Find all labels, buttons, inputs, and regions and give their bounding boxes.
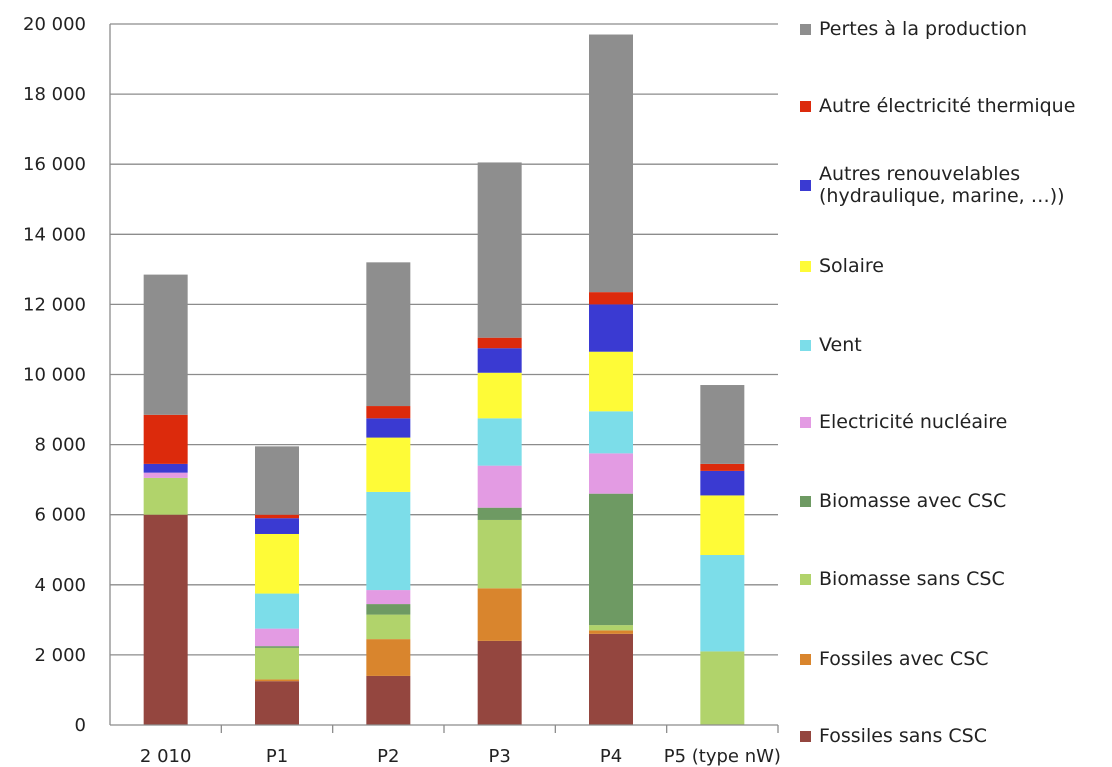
legend-swatch — [800, 101, 811, 112]
bar-segment — [589, 411, 633, 454]
legend-label: Autre électricité thermique — [819, 95, 1075, 117]
legend-swatch — [800, 261, 811, 272]
y-tick-label: 20 000 — [23, 14, 86, 35]
gridlines — [110, 23, 778, 656]
bar-segment — [589, 625, 633, 631]
bar-segment — [589, 633, 633, 725]
y-tick-label: 14 000 — [23, 224, 86, 245]
bar-segment — [589, 453, 633, 494]
y-tick-label: 12 000 — [23, 294, 86, 315]
legend-swatch — [800, 417, 811, 428]
bar-segment — [255, 681, 299, 725]
bar-segment — [255, 593, 299, 629]
bar-segment — [589, 493, 633, 626]
bar-segment — [589, 34, 633, 293]
bar-segment — [477, 418, 522, 466]
bar-segment — [366, 675, 411, 725]
bar-segment — [589, 630, 633, 634]
x-tick-label: P4 — [600, 746, 622, 767]
y-tick-label: 10 000 — [23, 365, 86, 386]
x-tick-label: P5 (type nW) — [664, 746, 781, 767]
bar-segment — [366, 491, 411, 591]
bar-segment — [477, 162, 522, 338]
bar-segment — [255, 679, 299, 682]
bar-segment — [143, 514, 188, 725]
bar-segment — [143, 463, 188, 473]
bar-segment — [477, 507, 522, 520]
bar-segment — [700, 555, 745, 652]
legend-label: Electricité nucléaire — [819, 411, 1007, 433]
y-tick-label: 4 000 — [34, 575, 86, 596]
legend: Pertes à la production Autre électricité … — [800, 18, 1075, 747]
x-tick-label: P2 — [377, 746, 399, 767]
bar-segment — [255, 514, 299, 519]
x-tick-label: P3 — [489, 746, 511, 767]
bar-segment — [255, 647, 299, 680]
bar-segment — [255, 628, 299, 647]
legend-label: Fossiles sans CSC — [819, 725, 987, 747]
bar-segment — [366, 590, 411, 605]
bar-segment — [143, 274, 188, 415]
bars — [143, 34, 745, 725]
legend-swatch — [800, 24, 811, 35]
bar-segment — [143, 477, 188, 515]
x-tick-labels: 2 010 P1 P2 P3 P4 P5 (type nW) — [140, 746, 781, 767]
legend-swatch — [800, 574, 811, 585]
bar-segment — [700, 385, 745, 464]
legend-label: Vent — [819, 334, 862, 356]
bar-segment — [366, 639, 411, 676]
bar-segment — [589, 351, 633, 412]
bar-segment — [255, 533, 299, 594]
bar-segment — [477, 372, 522, 419]
bar-segment — [477, 465, 522, 508]
y-tick-label: 6 000 — [34, 505, 86, 526]
legend-label: Biomasse avec CSC — [819, 490, 1006, 512]
legend-swatch — [800, 340, 811, 351]
x-tick-label: P1 — [266, 746, 288, 767]
y-tick-label: 2 000 — [34, 645, 86, 666]
legend-swatch — [800, 180, 811, 191]
bar-segment — [477, 348, 522, 373]
bar-segment — [589, 304, 633, 352]
bar-segment — [255, 646, 299, 648]
bar-segment — [143, 472, 188, 478]
bar-segment — [366, 262, 411, 407]
bar-segment — [700, 495, 745, 556]
bar-segment — [477, 519, 522, 589]
legend-swatch — [800, 731, 811, 742]
legend-label: (hydraulique, marine, …)) — [819, 185, 1065, 207]
y-tick-label: 16 000 — [23, 154, 86, 175]
legend-label: Pertes à la production — [819, 18, 1027, 40]
bar-segment — [700, 470, 745, 496]
bar-segment — [366, 406, 411, 419]
legend-label: Autres renouvelables — [819, 163, 1020, 185]
y-tick-label: 8 000 — [34, 435, 86, 456]
legend-swatch — [800, 654, 811, 665]
bar-segment — [366, 614, 411, 640]
bar-segment — [366, 604, 411, 615]
y-tick-label: 0 — [75, 715, 86, 736]
bar-segment — [255, 446, 299, 515]
bar-segment — [477, 588, 522, 641]
bar-segment — [366, 418, 411, 438]
bar-segment — [700, 463, 745, 471]
bar-segment — [366, 437, 411, 492]
bar-segment — [477, 640, 522, 725]
y-tick-labels: 0 2 000 4 000 6 000 8 000 10 000 12 000 14 000 1… — [23, 14, 86, 736]
bar-segment — [477, 337, 522, 349]
legend-label: Fossiles avec CSC — [819, 648, 989, 670]
x-tick-label: 2 010 — [140, 746, 192, 767]
legend-swatch — [800, 496, 811, 507]
bar-segment — [143, 414, 188, 464]
bar-segment — [700, 651, 745, 725]
bar-segment — [255, 518, 299, 534]
axes — [109, 24, 779, 733]
legend-label: Biomasse sans CSC — [819, 568, 1005, 590]
legend-label: Solaire — [819, 255, 884, 277]
y-tick-label: 18 000 — [23, 84, 86, 105]
bar-segment — [589, 292, 633, 305]
